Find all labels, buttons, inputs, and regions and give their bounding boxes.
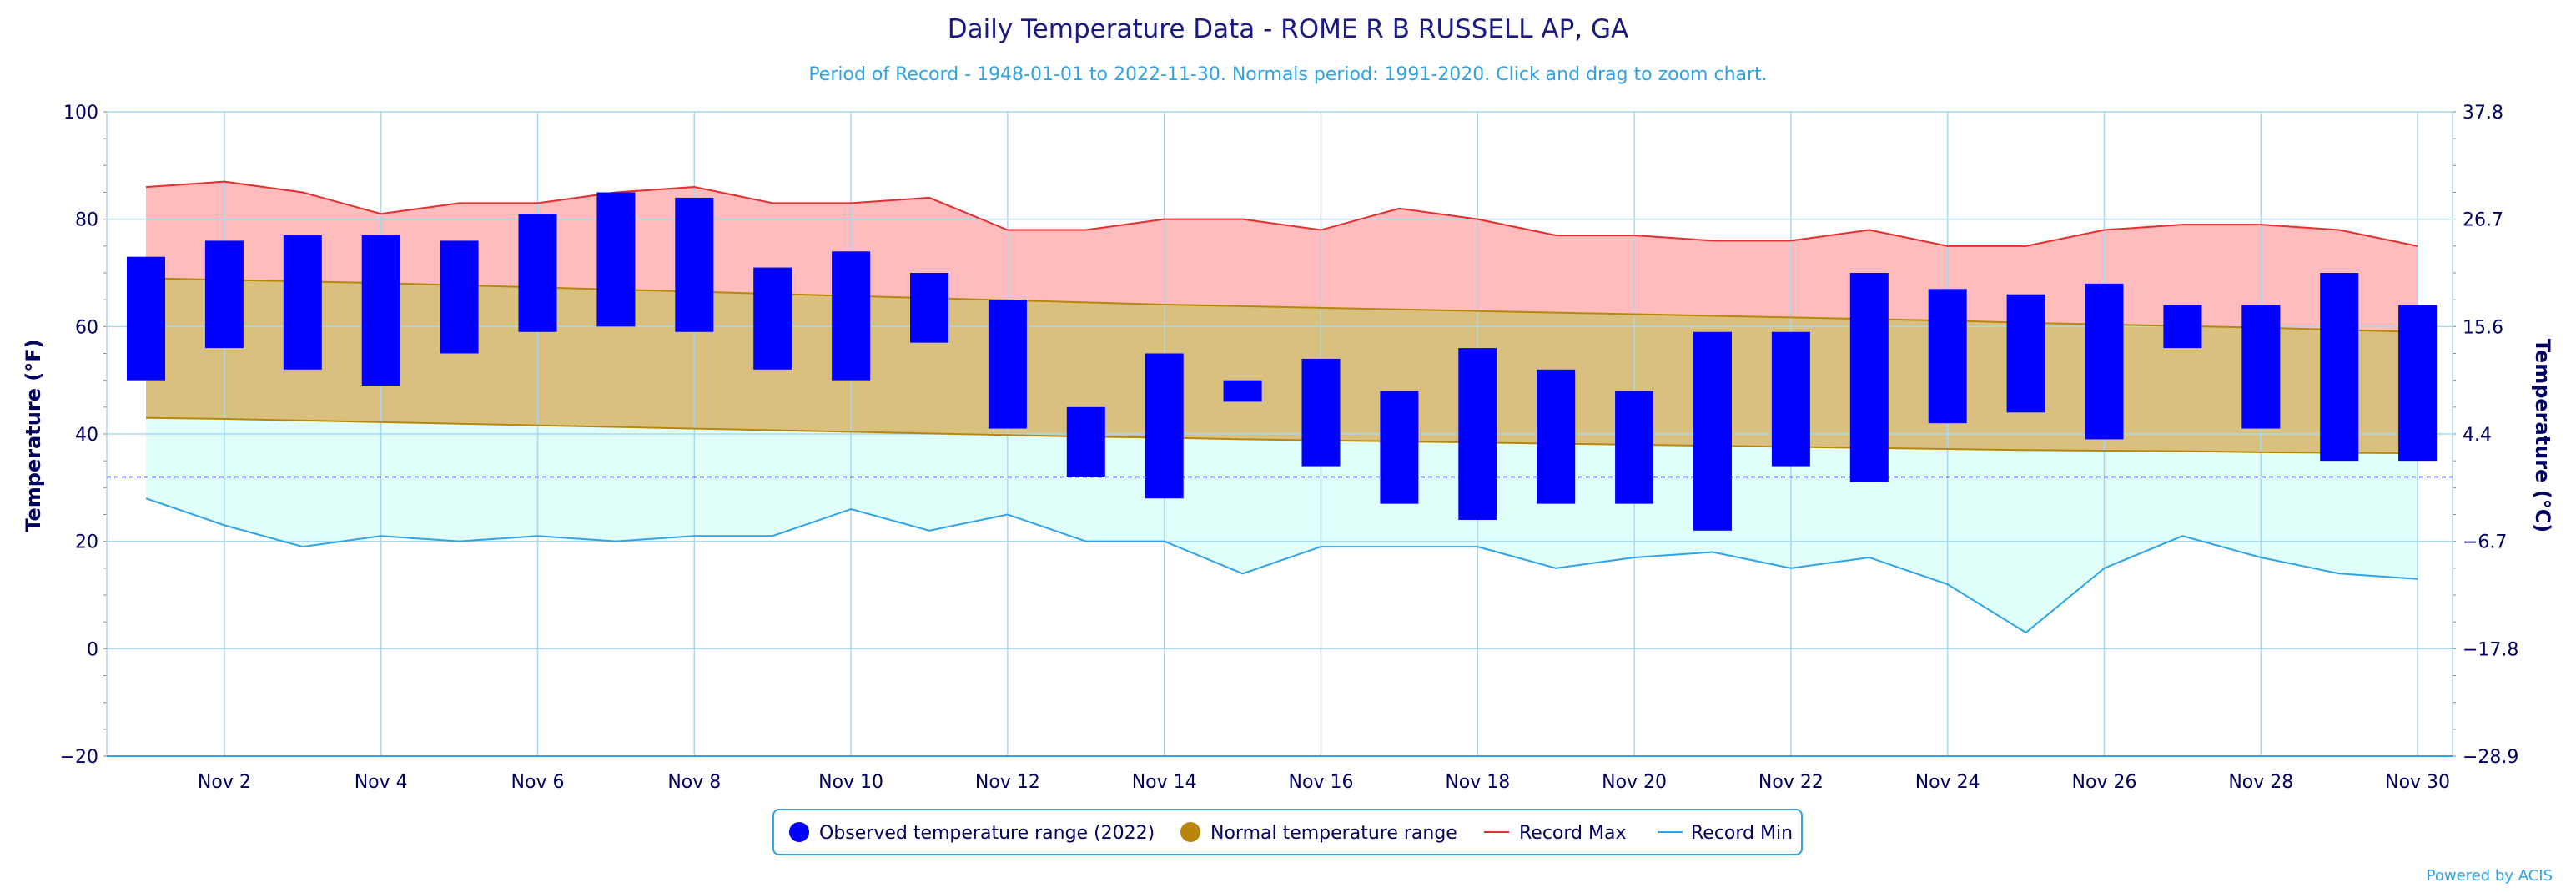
observed-bar[interactable] xyxy=(127,256,165,381)
y-tick-label-right: 4.4 xyxy=(2463,425,2492,446)
observed-bar[interactable] xyxy=(2241,305,2281,429)
x-tick-label: Nov 30 xyxy=(2385,772,2450,793)
record-min-band xyxy=(146,417,2418,633)
y-axis-title-left: Temperature (°F) xyxy=(22,339,45,532)
legend-label-observed: Observed temperature range (2022) xyxy=(819,823,1155,844)
observed-bar[interactable] xyxy=(1771,331,1810,467)
y-tick-label-right: 37.8 xyxy=(2463,103,2503,124)
legend-label-record-max: Record Max xyxy=(1519,823,1627,844)
observed-bar[interactable] xyxy=(1615,391,1654,504)
observed-bar[interactable] xyxy=(1693,331,1732,531)
x-tick-label: Nov 28 xyxy=(2228,772,2293,793)
x-tick-label: Nov 6 xyxy=(511,772,565,793)
legend-marker-normal xyxy=(1180,822,1200,842)
observed-bar[interactable] xyxy=(2006,294,2045,413)
normal-range-band xyxy=(146,278,2418,454)
chart-subtitle: Period of Record - 1948-01-01 to 2022-11… xyxy=(808,64,1767,85)
credit-link[interactable]: Powered by ACIS xyxy=(2427,867,2553,885)
observed-bar[interactable] xyxy=(204,240,244,349)
observed-bar[interactable] xyxy=(361,235,400,386)
observed-bar[interactable] xyxy=(2398,305,2438,462)
y-tick-label-left: 40 xyxy=(75,425,98,446)
y-tick-label-right: −17.8 xyxy=(2463,639,2518,660)
x-tick-label: Nov 20 xyxy=(1602,772,1667,793)
normal-low-line xyxy=(145,416,2418,455)
record-min-line[interactable] xyxy=(145,497,2418,634)
x-tick-label: Nov 16 xyxy=(1289,772,1354,793)
x-tick-label: Nov 18 xyxy=(1445,772,1510,793)
observed-bar[interactable] xyxy=(753,267,792,370)
legend-label-normal: Normal temperature range xyxy=(1210,823,1457,844)
observed-bar[interactable] xyxy=(1380,391,1419,504)
legend-item-record-max[interactable]: Record Max xyxy=(1484,823,1627,844)
observed-bar[interactable] xyxy=(283,235,322,370)
observed-bar[interactable] xyxy=(1928,289,1967,424)
observed-bar[interactable] xyxy=(1537,369,1576,504)
legend-item-observed[interactable]: Observed temperature range (2022) xyxy=(789,822,1155,844)
observed-bar[interactable] xyxy=(1849,273,1889,482)
x-tick-label: Nov 4 xyxy=(355,772,408,793)
x-tick-label: Nov 26 xyxy=(2072,772,2137,793)
observed-bar[interactable] xyxy=(1145,353,1184,499)
legend-label-record-min: Record Min xyxy=(1691,823,1793,844)
chart-title: Daily Temperature Data - ROME R B RUSSEL… xyxy=(948,14,1628,44)
y-tick-label-right: 26.7 xyxy=(2463,210,2503,231)
x-tick-label: Nov 12 xyxy=(975,772,1040,793)
observed-bar[interactable] xyxy=(910,273,948,343)
y-tick-label-right: −28.9 xyxy=(2463,747,2518,768)
legend-box xyxy=(772,809,1803,855)
observed-bar[interactable] xyxy=(2320,273,2359,462)
legend-item-record-min[interactable]: Record Min xyxy=(1658,823,1793,844)
observed-bar[interactable] xyxy=(1223,380,1262,402)
x-tick-label: Nov 2 xyxy=(198,772,251,793)
legend: Observed temperature range (2022) Normal… xyxy=(772,809,1803,855)
x-tick-label: Nov 22 xyxy=(1758,772,1824,793)
observed-bar[interactable] xyxy=(596,192,636,327)
legend-marker-observed xyxy=(789,822,809,842)
record-max-line[interactable] xyxy=(145,180,2418,247)
observed-bar[interactable] xyxy=(2163,305,2202,349)
observed-bar[interactable] xyxy=(440,240,479,354)
y-tick-label-left: 20 xyxy=(75,532,98,553)
observed-bar[interactable] xyxy=(1301,358,1341,467)
legend-item-normal[interactable]: Normal temperature range xyxy=(1180,822,1457,844)
x-tick-label: Nov 8 xyxy=(667,772,721,793)
observed-bar[interactable] xyxy=(1066,406,1105,477)
x-tick-label: Nov 14 xyxy=(1132,772,1197,793)
observed-bar[interactable] xyxy=(988,300,1027,429)
observed-bar[interactable] xyxy=(518,214,557,332)
y-tick-label-right: 15.6 xyxy=(2463,317,2503,338)
y-tick-label-left: 100 xyxy=(63,103,98,124)
y-tick-label-right: −6.7 xyxy=(2463,532,2507,553)
observed-bar[interactable] xyxy=(1458,348,1497,520)
y-tick-label-left: 0 xyxy=(87,639,98,660)
observed-bar[interactable] xyxy=(675,197,714,332)
observed-bar[interactable] xyxy=(832,251,871,381)
y-axis-title-right: Temperature (°C) xyxy=(2531,339,2554,533)
x-tick-label: Nov 10 xyxy=(818,772,883,793)
y-tick-label-left: −20 xyxy=(60,747,98,768)
y-tick-label-left: 80 xyxy=(75,210,98,231)
observed-bar[interactable] xyxy=(2085,283,2124,440)
x-tick-label: Nov 24 xyxy=(1915,772,1980,793)
y-tick-label-left: 60 xyxy=(75,317,98,338)
